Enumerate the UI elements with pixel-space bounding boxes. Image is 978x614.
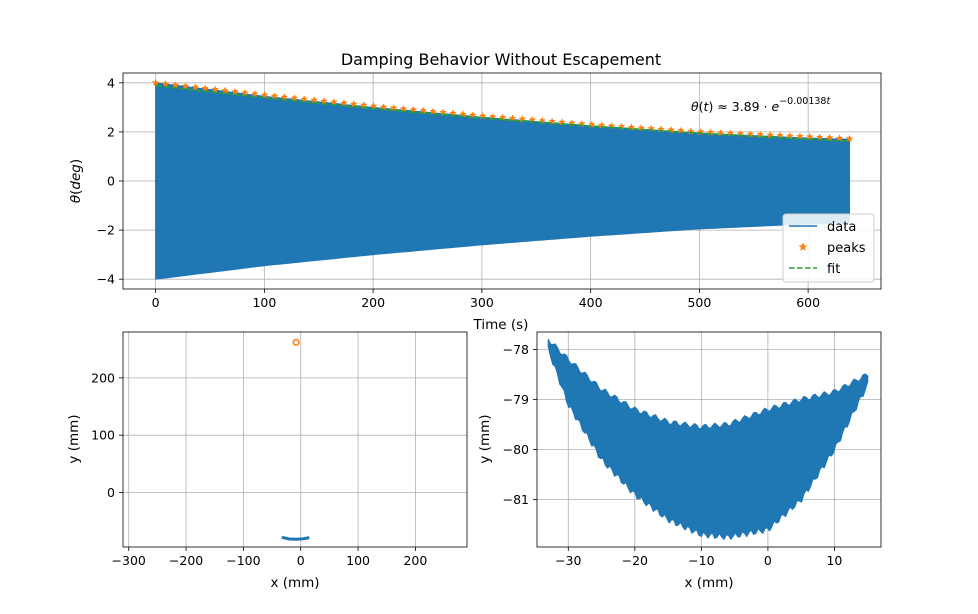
y-tick-label: 100: [91, 428, 115, 443]
x-tick-label: −30: [555, 553, 581, 568]
peak-marker: [389, 103, 398, 112]
peak-marker: [181, 82, 190, 90]
y-tick-label: 0: [107, 485, 115, 500]
fit-annotation: θ(t) ≈ 3.89 · e−0.00138t: [691, 96, 831, 114]
fit-series: [155, 84, 850, 143]
x-tick-label: 100: [252, 295, 276, 310]
peak-marker: [270, 92, 279, 100]
y-tick-label: 0: [107, 174, 115, 189]
y-tick-label: −79: [503, 392, 529, 407]
legend-data-label: data: [827, 220, 856, 235]
peak-marker: [587, 120, 596, 128]
peak-marker: [815, 133, 824, 141]
x-tick-label: 10: [826, 553, 842, 568]
x-axis-label: x (mm): [684, 575, 733, 591]
peak-marker: [201, 84, 210, 92]
peak-marker: [825, 133, 834, 142]
trajectory-series: [281, 535, 310, 541]
peak-marker: [280, 93, 289, 101]
peak-marker: [419, 106, 428, 114]
y-axis-label: y (mm): [66, 414, 82, 463]
peak-marker: [369, 102, 378, 110]
peak-marker: [359, 101, 368, 109]
y-tick-label: 2: [107, 124, 115, 139]
peak-marker: [340, 99, 348, 107]
peak-marker: [756, 130, 765, 138]
peak-marker: [171, 81, 180, 89]
peak-marker: [231, 87, 239, 96]
peak-marker: [845, 134, 854, 143]
peak-marker: [468, 111, 477, 119]
legend-peaks-handle: [798, 242, 808, 251]
pivot-marker: [292, 338, 300, 346]
peak-marker: [429, 107, 438, 115]
peak-marker: [151, 78, 160, 87]
x-tick-label: 300: [470, 295, 494, 310]
y-tick-label: −80: [503, 442, 529, 457]
peak-marker: [379, 103, 388, 111]
y-tick-label: 200: [91, 370, 115, 385]
peak-marker: [250, 89, 259, 98]
x-tick-label: −20: [622, 553, 648, 568]
x-axis-label: x (mm): [270, 575, 319, 591]
x-tick-label: 200: [361, 295, 385, 310]
legend-peaks-label: peaks: [827, 241, 866, 256]
axes-frame: [122, 331, 468, 548]
peak-marker: [290, 94, 299, 102]
y-tick-label: −4: [97, 272, 115, 287]
axes-1: [119, 332, 467, 551]
peak-marker: [796, 132, 804, 140]
x-tick-label: 400: [579, 295, 603, 310]
peak-marker: [221, 86, 229, 94]
chart-title: Damping Behavior Without Escapement: [341, 50, 661, 69]
y-tick-label: 4: [107, 75, 115, 90]
legend: [782, 213, 875, 283]
x-axis-label: Time (s): [473, 317, 529, 333]
y-axis-label: y (mm): [477, 414, 493, 463]
x-tick-label: −300: [112, 553, 146, 568]
x-tick-label: 0: [152, 295, 160, 310]
peak-marker: [211, 85, 219, 93]
peak-marker: [161, 79, 170, 88]
legend-fit-label: fit: [827, 262, 840, 277]
axes-frame: [536, 331, 882, 548]
peak-marker: [330, 98, 338, 106]
peak-marker: [191, 83, 200, 91]
x-tick-label: 500: [687, 295, 711, 310]
x-tick-label: −10: [688, 553, 714, 568]
x-tick-label: −100: [226, 553, 260, 568]
peak-marker: [409, 105, 418, 114]
peak-marker: [260, 91, 269, 99]
legend-box: [782, 213, 875, 283]
peak-marker: [508, 114, 517, 122]
peak-marker: [349, 100, 358, 108]
peak-marker: [786, 131, 794, 140]
peak-marker: [300, 95, 309, 103]
x-tick-label: 200: [403, 553, 427, 568]
peak-marker: [320, 97, 329, 105]
peak-marker: [805, 132, 814, 141]
y-tick-label: −81: [503, 492, 529, 507]
y-tick-label: −2: [97, 223, 115, 238]
peak-marker: [835, 134, 844, 142]
peak-marker: [310, 96, 319, 104]
x-tick-label: 600: [796, 295, 820, 310]
y-tick-label: −78: [503, 342, 529, 357]
y-axis-label: θ(deg): [68, 159, 84, 203]
axes-frame: [122, 72, 882, 290]
trajectory-series: [547, 338, 869, 540]
peak-marker: [241, 88, 249, 97]
peak-marker: [399, 104, 408, 113]
x-tick-label: −200: [169, 553, 203, 568]
x-tick-label: 0: [764, 553, 772, 568]
x-tick-label: 100: [346, 553, 370, 568]
x-tick-label: 0: [297, 553, 305, 568]
